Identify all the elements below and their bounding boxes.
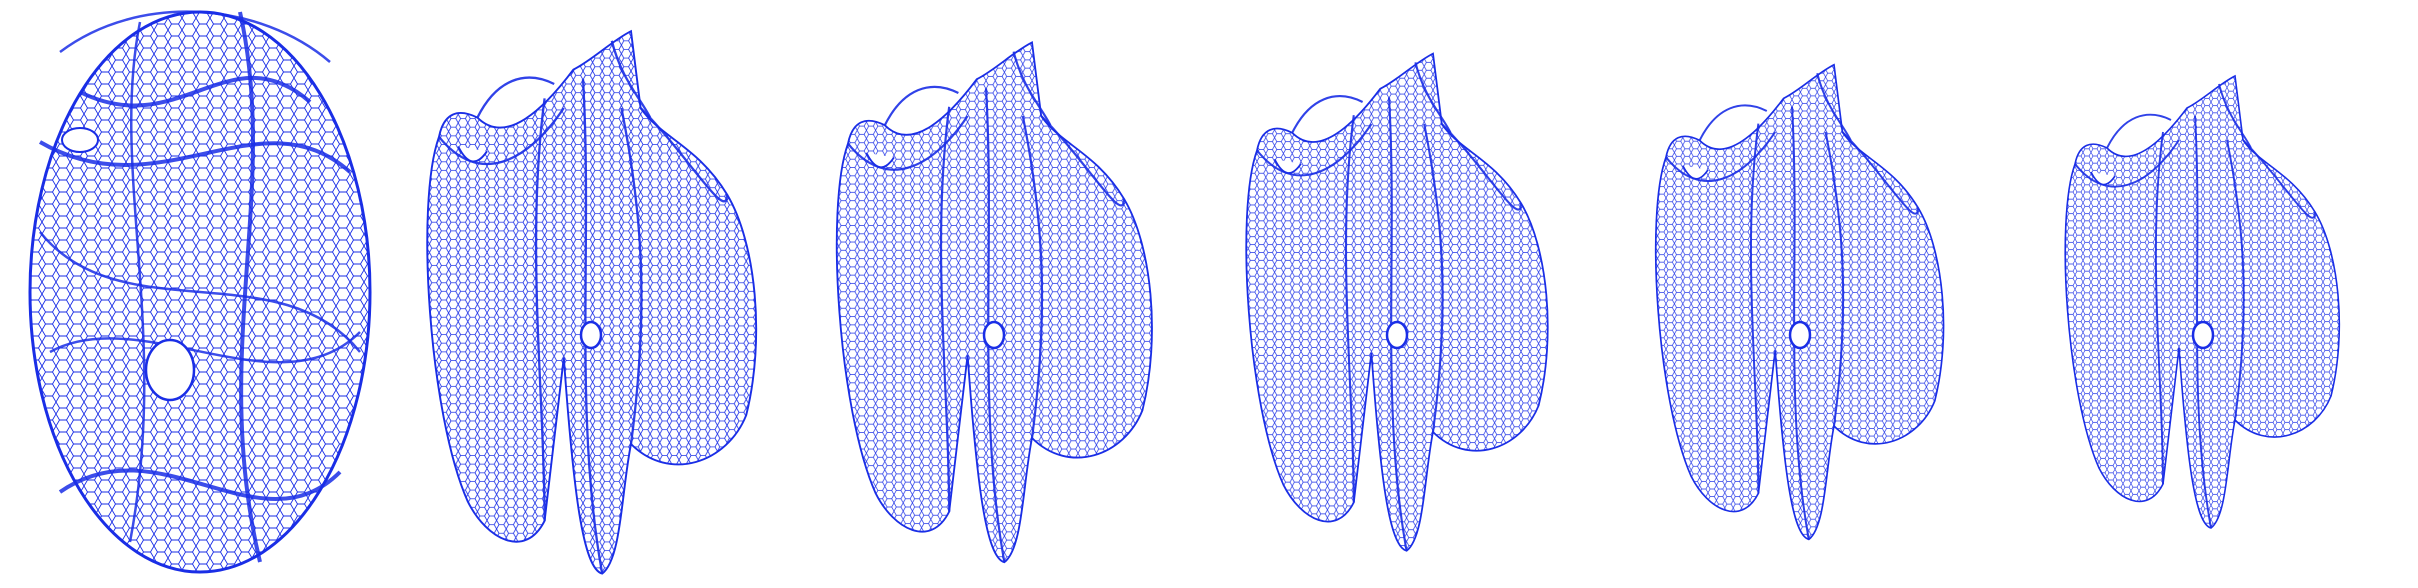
mesh-panel-4: [1245, 52, 1549, 552]
mesh-panel-6: [2064, 74, 2341, 529]
mesh-panel-3: [835, 40, 1153, 564]
mesh-panel-1: [28, 10, 372, 574]
mesh-panel-2: [426, 29, 758, 575]
mesh-panel-5: [1654, 63, 1945, 541]
